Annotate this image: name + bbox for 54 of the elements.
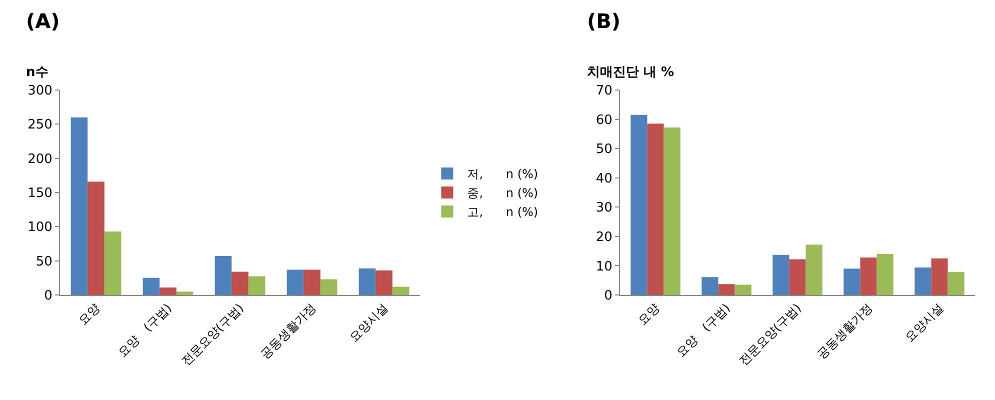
y-tick-label: 50	[596, 142, 612, 158]
bar	[806, 244, 822, 295]
bar	[304, 270, 320, 295]
bar	[320, 279, 338, 295]
y-tick-label: 100	[28, 220, 52, 236]
bar	[176, 292, 194, 295]
y-tick-label: 0	[44, 288, 52, 304]
y-tick-label: 20	[596, 230, 612, 245]
bar	[664, 127, 680, 295]
bar	[844, 268, 860, 295]
bar	[630, 114, 648, 295]
y-axis-title: 치매진단 내 %	[587, 65, 674, 80]
y-tick-label: 70	[596, 84, 612, 99]
y-tick-label: 200	[28, 152, 52, 167]
y-tick-label: 50	[36, 254, 52, 270]
y-tick-label: 300	[28, 84, 52, 99]
bar	[647, 124, 664, 295]
legend-label: 중, n (%)	[467, 186, 538, 200]
bar	[248, 276, 266, 295]
bar	[70, 117, 88, 295]
x-tick-label: 요양	[75, 300, 102, 328]
bar	[142, 278, 160, 295]
bar	[358, 268, 376, 295]
legend-label: 고, n (%)	[467, 205, 538, 220]
bar	[232, 272, 248, 295]
y-tick-label: 250	[28, 118, 52, 133]
bar	[789, 259, 806, 295]
bar	[286, 270, 304, 295]
bar	[948, 272, 964, 295]
bar	[702, 277, 718, 295]
bar	[88, 182, 104, 295]
legend-label: 저, n (%)	[467, 167, 538, 182]
y-tick-label: 10	[596, 259, 612, 274]
chart-title: (A)	[26, 9, 60, 33]
bar	[392, 286, 410, 295]
bar	[160, 287, 176, 295]
y-tick-label: 60	[596, 112, 612, 128]
x-tick-label: 요양	[634, 300, 662, 328]
chart-title: (B)	[587, 9, 621, 33]
bar	[914, 267, 932, 295]
y-tick-label: 150	[28, 186, 52, 202]
bar	[376, 270, 392, 295]
bar	[718, 284, 735, 295]
bar	[931, 258, 948, 295]
bar	[860, 258, 877, 295]
bar	[876, 254, 894, 295]
bar	[734, 284, 752, 295]
y-tick-label: 40	[596, 171, 612, 186]
y-tick-label: 0	[604, 288, 612, 304]
bar	[214, 256, 232, 295]
y-tick-label: 30	[596, 200, 612, 216]
bar	[104, 231, 122, 295]
y-axis-title: n수	[26, 65, 48, 80]
bar	[772, 254, 790, 295]
